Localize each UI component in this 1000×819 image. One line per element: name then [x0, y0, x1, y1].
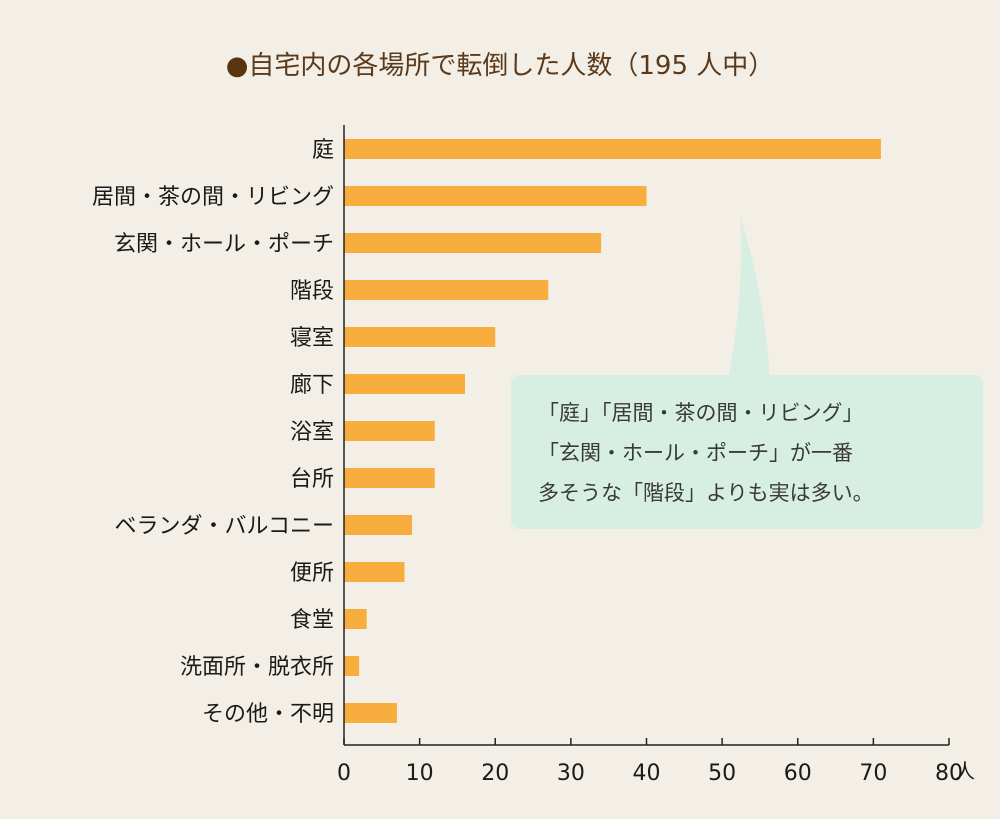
- x-unit-label: 人: [955, 759, 975, 783]
- category-label-2: 玄関・ホール・ポーチ: [114, 232, 334, 257]
- bar-2: [344, 233, 602, 253]
- x-tick-label-1: 10: [406, 761, 434, 786]
- x-tick-labels: 0 10 20 30 40 50 60 70 80人: [337, 759, 975, 786]
- category-label-12: その他・不明: [202, 702, 334, 727]
- callout-box: [511, 375, 983, 529]
- category-label-9: 便所: [290, 561, 334, 586]
- title-bullet-icon: ●: [225, 51, 249, 81]
- callout-pointer: [728, 215, 770, 380]
- category-label-4: 寝室: [290, 326, 334, 351]
- bar-6: [344, 421, 435, 441]
- category-label-3: 階段: [290, 279, 334, 304]
- x-tick-label-0: 0: [337, 761, 351, 786]
- bar-3: [344, 280, 549, 300]
- chart-title: ●自宅内の各場所で転倒した人数（195 人中）: [0, 45, 1000, 82]
- bar-9: [344, 562, 405, 582]
- category-label-1: 居間・茶の間・リビング: [92, 185, 334, 210]
- category-labels: 庭居間・茶の間・リビング玄関・ホール・ポーチ階段寝室廊下浴室台所ベランダ・バルコ…: [92, 138, 334, 727]
- callout-line-0: 「庭」「居間・茶の間・リビング」: [538, 401, 864, 425]
- bar-12: [344, 703, 397, 723]
- axes: [343, 125, 950, 746]
- bar-0: [344, 139, 881, 159]
- bar-11: [344, 656, 360, 676]
- category-label-6: 浴室: [290, 420, 334, 445]
- bar-7: [344, 468, 435, 488]
- bar-4: [344, 327, 496, 347]
- x-tick-label-2: 20: [481, 761, 509, 786]
- bar-1: [344, 186, 647, 206]
- callout-line-1: 「玄関・ホール・ポーチ」が一番: [538, 441, 853, 465]
- callout: 「庭」「居間・茶の間・リビング」「玄関・ホール・ポーチ」が一番多そうな「階段」よ…: [511, 215, 983, 529]
- x-tick-label-4: 40: [633, 761, 661, 786]
- x-tick-label-7: 70: [859, 761, 887, 786]
- x-tick-label-8: 80: [935, 761, 963, 786]
- bar-10: [344, 609, 367, 629]
- x-tick-label-6: 60: [784, 761, 812, 786]
- category-label-8: ベランダ・バルコニー: [114, 514, 334, 539]
- bars: [344, 139, 881, 723]
- chart-title-text: 自宅内の各場所で転倒した人数（195 人中）: [248, 51, 775, 81]
- bar-8: [344, 515, 413, 535]
- x-tick-label-5: 50: [708, 761, 736, 786]
- x-tick-label-3: 30: [557, 761, 585, 786]
- category-label-11: 洗面所・脱衣所: [180, 655, 334, 680]
- bar-5: [344, 374, 465, 394]
- callout-line-2: 多そうな「階段」よりも実は多い。: [538, 481, 874, 505]
- category-label-0: 庭: [312, 138, 334, 163]
- category-label-7: 台所: [290, 467, 334, 492]
- category-label-5: 廊下: [290, 373, 334, 398]
- category-label-10: 食堂: [290, 608, 334, 633]
